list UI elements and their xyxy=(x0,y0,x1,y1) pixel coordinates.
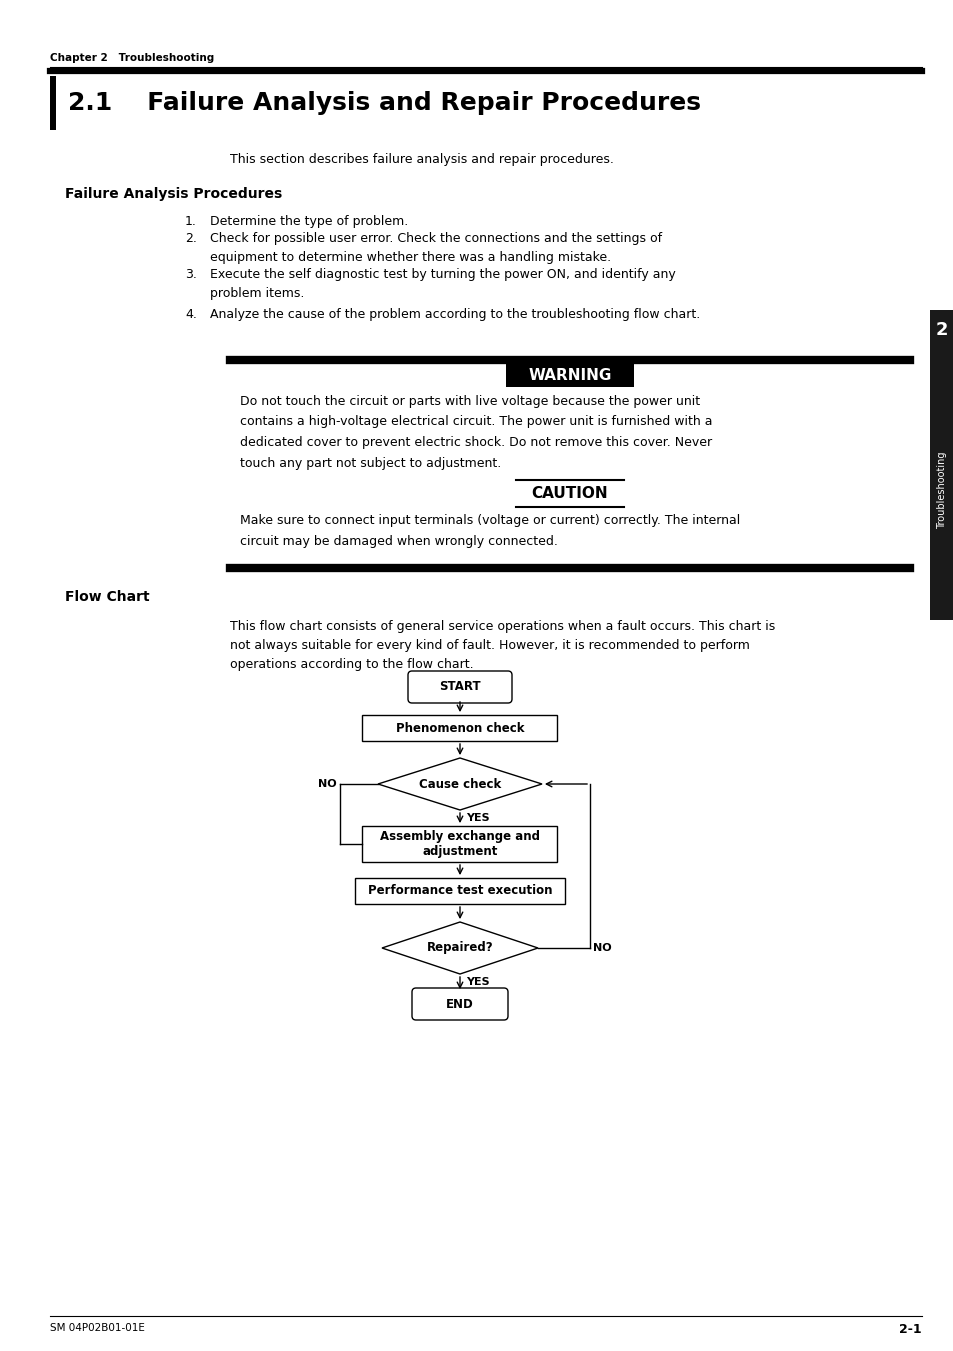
Bar xyxy=(355,878,564,904)
Text: Failure Analysis Procedures: Failure Analysis Procedures xyxy=(65,186,282,201)
Text: Flow Chart: Flow Chart xyxy=(65,590,150,604)
Text: 4.: 4. xyxy=(185,308,196,322)
Text: Analyze the cause of the problem according to the troubleshooting flow chart.: Analyze the cause of the problem accordi… xyxy=(210,308,700,322)
Text: Do not touch the circuit or parts with live voltage because the power unit
conta: Do not touch the circuit or parts with l… xyxy=(240,394,712,470)
Text: 2: 2 xyxy=(935,322,947,339)
Text: Chapter 2   Troubleshooting: Chapter 2 Troubleshooting xyxy=(50,53,214,63)
Text: YES: YES xyxy=(465,977,489,988)
Polygon shape xyxy=(377,758,541,811)
Text: Performance test execution: Performance test execution xyxy=(367,885,552,897)
Text: NO: NO xyxy=(593,943,611,952)
Text: Troubleshooting: Troubleshooting xyxy=(936,451,946,528)
Text: Phenomenon check: Phenomenon check xyxy=(395,721,524,735)
Text: 3.: 3. xyxy=(185,267,196,281)
Text: Check for possible user error. Check the connections and the settings of
equipme: Check for possible user error. Check the… xyxy=(210,232,661,263)
Bar xyxy=(50,76,56,130)
Text: START: START xyxy=(438,681,480,693)
Text: SM 04P02B01-01E: SM 04P02B01-01E xyxy=(50,1323,145,1333)
Text: Execute the self diagnostic test by turning the power ON, and identify any
probl: Execute the self diagnostic test by turn… xyxy=(210,267,675,300)
Text: Cause check: Cause check xyxy=(418,777,500,790)
Text: Repaired?: Repaired? xyxy=(426,942,493,955)
Text: 2.: 2. xyxy=(185,232,196,245)
FancyBboxPatch shape xyxy=(408,671,512,703)
Text: Determine the type of problem.: Determine the type of problem. xyxy=(210,215,408,228)
Text: This section describes failure analysis and repair procedures.: This section describes failure analysis … xyxy=(230,153,613,166)
Text: CAUTION: CAUTION xyxy=(531,486,608,501)
Bar xyxy=(929,309,953,620)
Text: YES: YES xyxy=(465,813,489,823)
Text: END: END xyxy=(446,997,474,1011)
Bar xyxy=(505,363,634,386)
Text: 1.: 1. xyxy=(185,215,196,228)
Text: 2-1: 2-1 xyxy=(899,1323,921,1336)
Text: Make sure to connect input terminals (voltage or current) correctly. The interna: Make sure to connect input terminals (vo… xyxy=(240,513,740,547)
Text: WARNING: WARNING xyxy=(528,367,611,382)
Bar xyxy=(362,825,557,862)
FancyBboxPatch shape xyxy=(412,988,507,1020)
Polygon shape xyxy=(381,921,537,974)
Text: This flow chart consists of general service operations when a fault occurs. This: This flow chart consists of general serv… xyxy=(230,620,775,671)
Bar xyxy=(362,715,557,740)
Text: 2.1    Failure Analysis and Repair Procedures: 2.1 Failure Analysis and Repair Procedur… xyxy=(68,91,700,115)
Text: Assembly exchange and
adjustment: Assembly exchange and adjustment xyxy=(379,830,539,858)
Text: NO: NO xyxy=(318,780,336,789)
